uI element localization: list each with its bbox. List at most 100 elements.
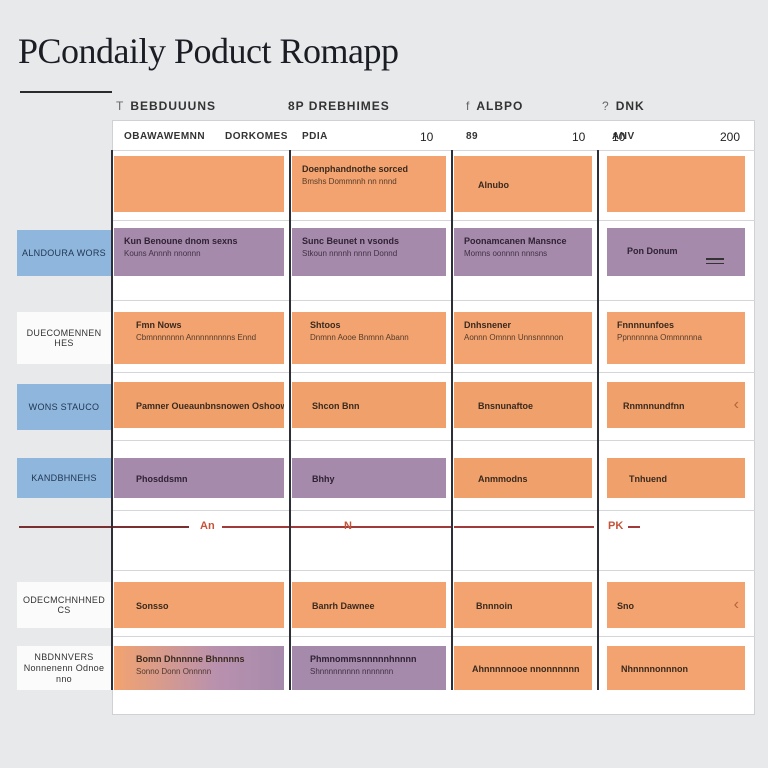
row-separator <box>112 440 755 441</box>
column-4-subhead: ANV <box>612 131 635 142</box>
card-title: Shcon Bnn <box>312 401 360 411</box>
roadmap-card[interactable]: Bnsnunaftoe <box>454 382 592 428</box>
card-title: Bhhy <box>312 474 335 484</box>
column-4-title: DNK <box>615 99 645 113</box>
column-header-4[interactable]: ? DNK <box>602 99 645 113</box>
column-header-3[interactable]: f ALBPO <box>466 99 523 113</box>
card-subtitle: Ppnnnnnna Ommnnnna <box>617 333 702 342</box>
column-1-title: BEBDUUUNS <box>130 99 217 113</box>
roadmap-card[interactable]: Ahnnnnnooe nnonnnnnn <box>454 646 592 690</box>
title-underline <box>20 91 112 93</box>
roadmap-card[interactable] <box>114 156 284 212</box>
card-title: Fnnnnunfoes <box>617 320 674 330</box>
column-3-subhead: 89 <box>466 131 479 142</box>
lane-label-6-title: NBDNNVERS <box>34 651 94 662</box>
roadmap-card[interactable]: Tnhuend <box>607 458 745 498</box>
roadmap-card[interactable]: Dnhsnener Aonnn Omnnn Unnsnnnnon <box>454 312 592 364</box>
lane-label-1[interactable]: ALNDOURA WORS <box>17 230 111 276</box>
menu-icon[interactable] <box>706 255 724 267</box>
roadmap-card[interactable]: Kun Benoune dnom sexns Kouns Annnh nnonn… <box>114 228 284 276</box>
divider-segment <box>628 526 640 528</box>
row-separator <box>112 300 755 301</box>
roadmap-card[interactable]: Rnmnnundfnn ‹ <box>607 382 745 428</box>
card-title: Anmmodns <box>478 474 528 484</box>
card-subtitle: Stkoun nnnnh nnnn Donnd <box>302 249 398 258</box>
roadmap-card[interactable]: Sonsso <box>114 582 284 628</box>
card-title: Sonsso <box>136 601 169 611</box>
row-separator <box>112 220 755 221</box>
roadmap-card[interactable]: Sunc Beunet n vsonds Stkoun nnnnh nnnn D… <box>292 228 446 276</box>
roadmap-card[interactable]: Banrh Dawnee <box>292 582 446 628</box>
roadmap-card[interactable]: Poonamcanen Mansnce Momns oonnnn nnnsns <box>454 228 592 276</box>
card-subtitle: Cbmnnnnnnn Annnnnnnnns Ennd <box>136 333 257 342</box>
page-title: PCondaily Poduct Romapp <box>18 31 399 71</box>
roadmap-card[interactable]: Pon Donum <box>607 228 745 276</box>
card-title: Banrh Dawnee <box>312 601 375 611</box>
card-title: Fmn Nows <box>136 320 182 330</box>
lane-label-3[interactable]: WONS STAUCO <box>17 384 111 430</box>
card-title: Bnnnoin <box>476 601 513 611</box>
divider-label: N <box>344 520 352 532</box>
lane-label-4[interactable]: KANDBHNEHS <box>17 458 111 498</box>
card-title: Bnsnunaftoe <box>478 401 533 411</box>
card-title: Nhnnnnonnnon <box>621 664 688 674</box>
card-title: Bomn Dhnnnne Bhnnnns <box>136 654 245 664</box>
lane-label-6-subtitle: Nonnenenn Odnoe nno <box>23 662 105 684</box>
lane-label-2[interactable]: DUECOMENNEN HES <box>17 312 111 364</box>
card-title: Shtoos <box>310 320 341 330</box>
roadmap-card[interactable]: Pamner Oueaunbnsnowen Oshoow <box>114 382 284 428</box>
roadmap-card[interactable]: Fnnnnunfoes Ppnnnnnna Ommnnnna <box>607 312 745 364</box>
card-title: Ahnnnnnooe nnonnnnnn <box>472 664 580 674</box>
card-title: Dnhsnener <box>464 320 512 330</box>
card-title: Pamner Oueaunbnsnowen Oshoow <box>136 401 284 411</box>
divider-segment <box>454 526 594 528</box>
column-header-1[interactable]: T BEBDUUUNS <box>116 99 216 113</box>
card-subtitle: Dnmnn Aooe Bnmnn Abann <box>310 333 409 342</box>
roadmap-card[interactable]: Anmmodns <box>454 458 592 498</box>
column-3-title: ALBPO <box>476 99 524 113</box>
roadmap-card[interactable]: Bhhy <box>292 458 446 498</box>
column-1-subhead-b: DORKOMES <box>225 131 288 142</box>
roadmap-card[interactable]: Shtoos Dnmnn Aooe Bnmnn Abann <box>292 312 446 364</box>
roadmap-card[interactable]: Nhnnnnonnnon <box>607 646 745 690</box>
roadmap-card[interactable]: Shcon Bnn <box>292 382 446 428</box>
roadmap-card[interactable]: Phosddsmn <box>114 458 284 498</box>
card-subtitle: Shnnnnnnnnn nnnnnnn <box>310 667 394 676</box>
column-1-subhead-a: OBAWAWEMNN <box>124 131 206 142</box>
divider-segment <box>19 526 189 528</box>
divider-segment <box>292 526 452 528</box>
column-3-icon: f <box>466 99 471 113</box>
roadmap-card[interactable] <box>607 156 745 212</box>
card-subtitle: Bmshs Dommnnh nn nnnd <box>302 177 397 186</box>
roadmap-card[interactable]: Fmn Nows Cbmnnnnnnn Annnnnnnnns Ennd <box>114 312 284 364</box>
row-separator <box>112 150 755 151</box>
roadmap-card[interactable]: Doenphandnothe sorced Bmshs Dommnnh nn n… <box>292 156 446 212</box>
column-divider <box>289 150 291 690</box>
card-title: Phosddsmn <box>136 474 188 484</box>
roadmap-card[interactable]: Sno ‹ <box>607 582 745 628</box>
card-title: Rnmnnundfnn <box>623 401 685 411</box>
chevron-left-icon[interactable]: ‹ <box>733 396 739 413</box>
roadmap-card[interactable]: Bomn Dhnnnne Bhnnnns Sonno Donn Onnnnn <box>114 646 284 690</box>
card-title: Doenphandnothe sorced <box>302 164 409 174</box>
column-1-icon: T <box>116 99 125 113</box>
roadmap-card[interactable]: Alnubo <box>454 156 592 212</box>
chevron-left-icon[interactable]: ‹ <box>733 596 739 613</box>
roadmap-card[interactable]: Bnnnoin <box>454 582 592 628</box>
card-subtitle: Aonnn Omnnn Unnsnnnnon <box>464 333 564 342</box>
column-3-number: 10 <box>612 130 626 144</box>
column-divider <box>451 150 453 690</box>
lane-label-5[interactable]: ODECMCHNHNED CS <box>17 582 111 628</box>
lane-label-6[interactable]: NBDNNVERS Nonnenenn Odnoe nno <box>17 646 111 690</box>
card-title: Phmnommsnnnnnhnnnn <box>310 654 417 664</box>
divider-label: PK <box>608 520 624 532</box>
roadmap-card[interactable]: Phmnommsnnnnnhnnnn Shnnnnnnnnn nnnnnnn <box>292 646 446 690</box>
card-subtitle: Kouns Annnh nnonnn <box>124 249 201 258</box>
card-title: Sno <box>617 601 634 611</box>
column-divider <box>111 150 113 690</box>
column-4-number: 200 <box>720 130 741 144</box>
column-1-number: 10 <box>420 130 434 144</box>
column-divider <box>597 150 599 690</box>
column-header-2[interactable]: 8P DREBHIMES <box>288 99 390 113</box>
row-separator <box>112 570 755 571</box>
